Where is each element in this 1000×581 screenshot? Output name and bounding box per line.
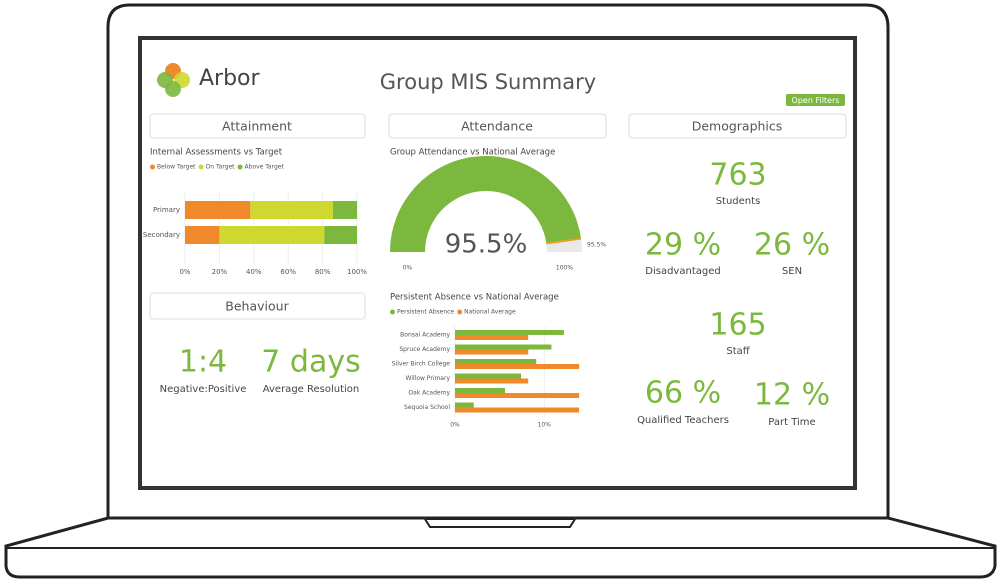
gauge-target: [546, 237, 582, 245]
legend-label: Persistent Absence: [397, 309, 454, 316]
y-tick-label: Willow Primary: [406, 375, 451, 382]
legend-label: Below Target: [157, 164, 196, 171]
y-tick-label: Primary: [153, 206, 180, 214]
bar-segment: [185, 226, 220, 244]
bar-segment: [332, 201, 357, 219]
legend-swatch: [198, 164, 204, 170]
bar: [455, 373, 522, 379]
stat-label: Students: [716, 196, 761, 207]
y-tick-label: Spruce Academy: [399, 346, 450, 353]
stat-value: 763: [709, 158, 766, 193]
x-tick-label: 100%: [347, 268, 367, 276]
y-tick-label: Bonsai Academy: [400, 332, 450, 339]
legend-swatch: [457, 309, 463, 315]
bar: [455, 388, 505, 393]
bar: [455, 393, 580, 398]
stat-label: Negative:Positive: [160, 384, 247, 395]
section-header: [388, 113, 607, 139]
bar: [455, 407, 580, 413]
bar: [455, 359, 537, 364]
stat-value: 1:4: [179, 345, 227, 380]
open-filters-label[interactable]: Open Filters: [792, 96, 840, 105]
y-tick-label: Silver Birch College: [392, 361, 451, 368]
x-tick-label: 60%: [280, 268, 296, 276]
bar-segment: [185, 201, 251, 219]
legend-swatch: [150, 164, 155, 170]
section-title: Attainment: [222, 119, 292, 134]
stat-label: SEN: [782, 266, 802, 277]
chart-title: Group Attendance vs National Average: [390, 148, 555, 158]
gauge-value-label: 95.5%: [445, 230, 528, 260]
bar: [455, 364, 580, 369]
stat-value: 66 %: [645, 376, 721, 411]
y-tick-label: Sequoia School: [404, 404, 450, 411]
bar-segment: [250, 201, 333, 219]
x-tick-label: 10%: [538, 422, 552, 429]
section-title: Demographics: [692, 119, 783, 134]
stat-label: Disadvantaged: [645, 266, 720, 277]
x-tick-label: 40%: [246, 268, 262, 276]
section-header: [628, 113, 847, 139]
y-tick-label: Secondary: [143, 231, 180, 239]
gauge-tick-label: 0%: [403, 265, 413, 272]
legend-swatch: [390, 309, 395, 315]
bar-segment: [219, 226, 325, 244]
logo: [157, 63, 190, 97]
y-tick-label: Oak Academy: [408, 390, 450, 397]
chart-title: Persistent Absence vs National Average: [390, 293, 559, 303]
gauge-value: [390, 155, 582, 252]
legend-label: Above Target: [245, 164, 285, 171]
bar-segment: [324, 226, 357, 244]
stat-value: 26 %: [754, 228, 830, 263]
logo-text: Arbor: [199, 66, 261, 91]
gauge-tick-label: 100%: [556, 265, 573, 272]
page-title: Group MIS Summary: [380, 70, 596, 94]
stat-value: 29 %: [645, 228, 721, 263]
stat-value: 12 %: [754, 378, 830, 413]
stat-label: Average Resolution: [263, 384, 360, 395]
stat-label: Part Time: [768, 417, 815, 428]
section-title: Attendance: [461, 119, 533, 134]
bar: [455, 349, 529, 355]
bar: [455, 378, 529, 384]
screen: [138, 36, 857, 490]
bar: [455, 335, 529, 340]
stat-value: 7 days: [261, 345, 360, 380]
x-tick-label: 20%: [212, 268, 228, 276]
chart-title: Internal Assessments vs Target: [150, 148, 283, 158]
legend-swatch: [237, 164, 243, 170]
open-filters-button[interactable]: [786, 94, 845, 106]
section-header: [149, 113, 366, 139]
legend-label: National Average: [464, 309, 516, 316]
stat-label: Staff: [726, 346, 750, 357]
bar: [455, 402, 474, 408]
stat-value: 165: [709, 308, 766, 343]
section-header: [149, 292, 366, 320]
stat-label: Qualified Teachers: [637, 415, 729, 426]
x-tick-label: 80%: [315, 268, 331, 276]
bar: [455, 330, 564, 335]
x-tick-label: 0%: [179, 268, 190, 276]
gauge-target-label: 95.5%: [587, 242, 606, 249]
x-tick-label: 0%: [450, 422, 460, 429]
section-title: Behaviour: [225, 299, 289, 314]
bar: [455, 344, 552, 350]
legend-label: On Target: [206, 164, 236, 171]
base-notch: [423, 518, 577, 528]
